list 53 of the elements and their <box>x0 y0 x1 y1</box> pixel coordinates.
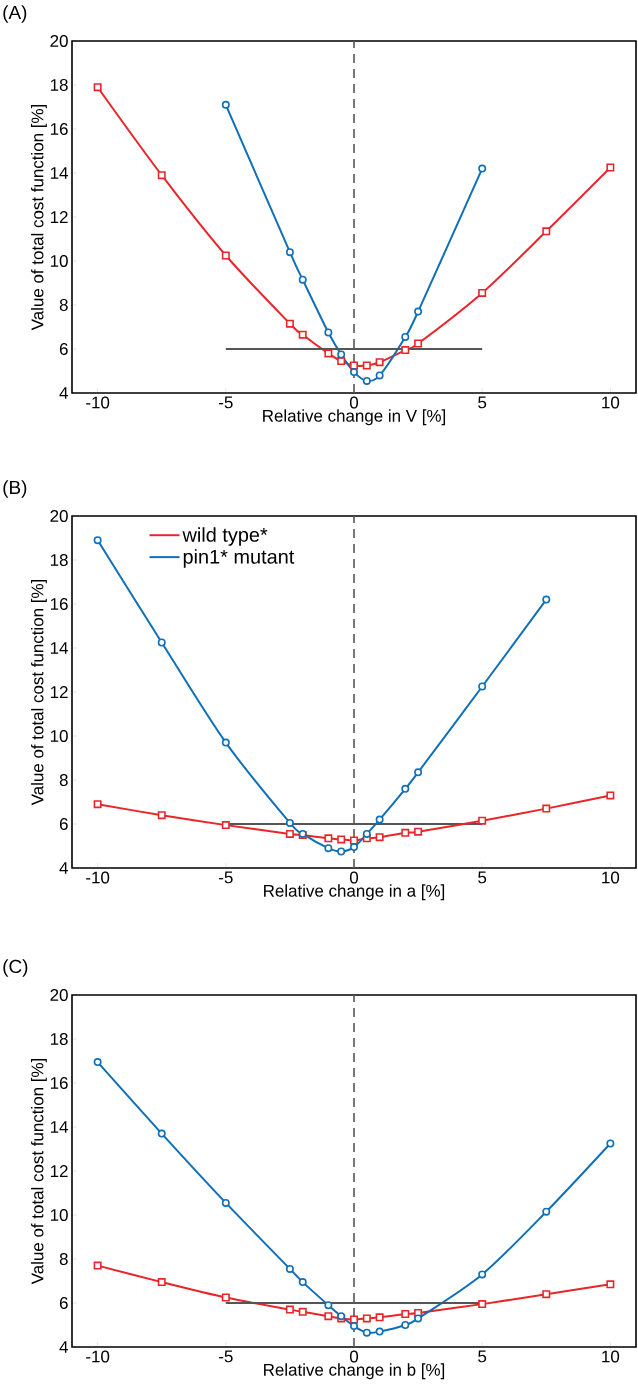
x-tick-label: -5 <box>219 871 233 884</box>
x-axis-title: Relative change in V [%] <box>263 409 446 426</box>
y-tick-label: 4 <box>59 1341 68 1353</box>
y-tick-label: 16 <box>50 123 68 136</box>
x-axis-title: Relative change in b [%] <box>264 1363 445 1380</box>
y-tick-label: 6 <box>59 343 68 356</box>
x-tick-label: 10 <box>602 1350 620 1363</box>
y-tick-label: 20 <box>50 510 68 523</box>
x-tick-label: 0 <box>349 1350 359 1363</box>
y-axis-title: Value of total cost function [%] <box>31 104 47 331</box>
x-tick-label: 5 <box>478 1350 487 1363</box>
y-tick-label: 12 <box>50 686 68 698</box>
y-tick-label: 12 <box>50 211 68 223</box>
x-tick-label: 5 <box>478 396 487 409</box>
y-tick-label: 10 <box>50 255 68 268</box>
text: (A) <box>3 5 27 23</box>
y-tick-label: 4 <box>59 862 68 874</box>
x-tick-label: -10 <box>86 871 110 884</box>
y-axis-title: Value of total cost function [%] <box>31 579 47 806</box>
x-tick-label: -5 <box>219 396 233 409</box>
y-tick-label: 10 <box>50 730 68 743</box>
y-axis-title: Value of total cost function [%] <box>31 1058 47 1285</box>
y-tick-label: 8 <box>59 774 68 787</box>
text: (C) <box>3 959 28 977</box>
y-tick-label: 8 <box>59 1253 68 1266</box>
x-tick-label: 0 <box>349 871 359 884</box>
x-tick-label: 5 <box>478 871 487 884</box>
y-tick-label: 14 <box>50 642 68 654</box>
y-tick-label: 6 <box>59 818 68 831</box>
y-tick-label: 16 <box>50 1077 68 1090</box>
x-tick-label: -5 <box>219 1350 233 1363</box>
y-tick-label: 14 <box>50 1121 68 1133</box>
x-axis-title: Relative change in a [%] <box>264 884 445 901</box>
y-tick-label: 18 <box>50 1033 68 1046</box>
y-tick-label: 12 <box>50 1165 68 1177</box>
y-tick-label: 20 <box>50 989 68 1002</box>
x-tick-label: 10 <box>602 396 620 409</box>
x-tick-label: -10 <box>86 1350 110 1363</box>
y-tick-label: 10 <box>50 1209 68 1222</box>
text: (B) <box>3 480 27 498</box>
y-tick-label: 20 <box>50 35 68 48</box>
y-tick-label: 18 <box>50 79 68 92</box>
x-tick-label: 10 <box>602 871 620 884</box>
x-tick-label: -10 <box>86 396 110 409</box>
legend-label: wild type* <box>182 527 268 546</box>
y-tick-label: 16 <box>50 598 68 611</box>
x-tick-label: 0 <box>349 396 359 409</box>
legend-label: pin1* mutant <box>183 549 295 568</box>
y-tick-label: 6 <box>59 1297 68 1310</box>
y-tick-label: 18 <box>50 554 68 567</box>
y-tick-label: 8 <box>59 299 68 312</box>
y-tick-label: 4 <box>59 387 68 399</box>
y-tick-label: 14 <box>50 167 68 179</box>
